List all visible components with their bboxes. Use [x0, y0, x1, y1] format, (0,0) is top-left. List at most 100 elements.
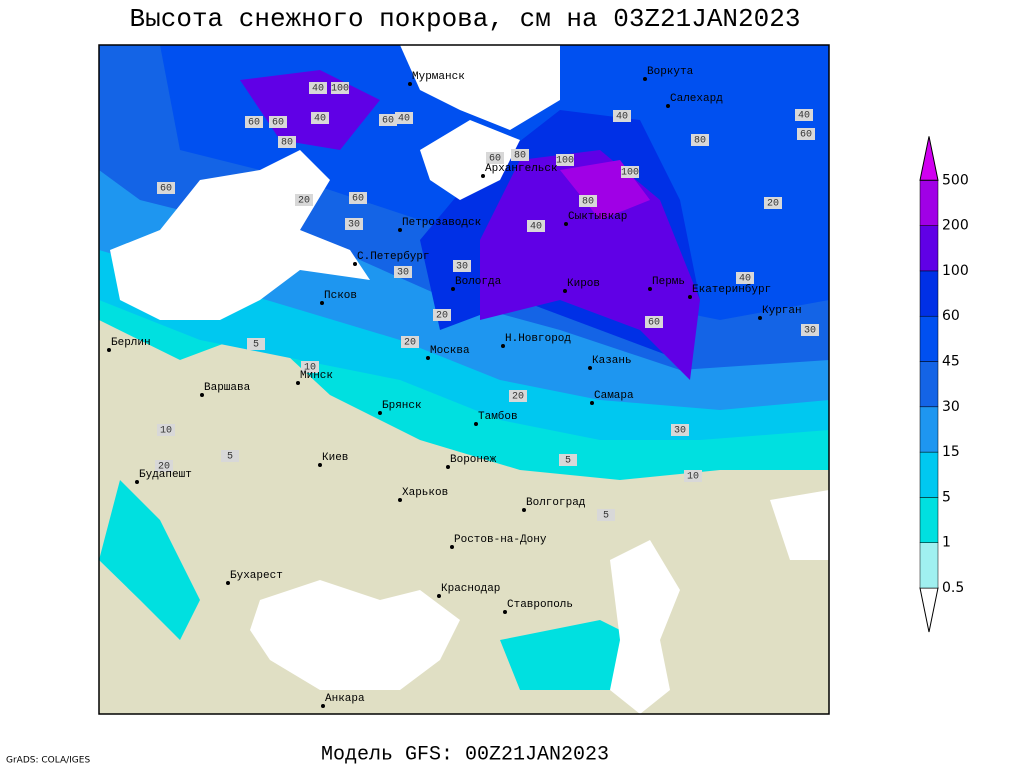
city-dot	[688, 295, 692, 299]
city-dot	[474, 422, 478, 426]
contour-label-box	[311, 112, 329, 124]
city-label: Мурманск	[412, 71, 465, 83]
contour-label-box	[394, 266, 412, 278]
contour-label: 80	[281, 138, 293, 149]
contour-label-box	[349, 192, 367, 204]
contour-label: 20	[436, 311, 448, 322]
contour-label-box	[764, 197, 782, 209]
city-dot	[437, 594, 441, 598]
contour-label: 60	[382, 116, 394, 127]
city-dot	[320, 301, 324, 305]
contour-label-box	[157, 182, 175, 194]
city-label: Москва	[430, 345, 470, 357]
city-label: Воронеж	[450, 454, 497, 466]
city-label: Варшава	[204, 382, 251, 394]
city-dot	[590, 401, 594, 405]
city-dot	[378, 411, 382, 415]
city-label: Екатеринбург	[692, 283, 771, 296]
city-label: Брянск	[382, 400, 422, 412]
city-label: Будапешт	[139, 469, 192, 481]
city-label: Самара	[594, 390, 634, 402]
city-label: Воркута	[647, 66, 694, 78]
legend-segment	[919, 451, 939, 498]
city-dot	[564, 222, 568, 226]
contour-label-box	[559, 454, 577, 466]
contour-label-box	[155, 460, 173, 472]
legend-segment	[919, 542, 939, 589]
contour-label-box	[736, 272, 754, 284]
contour-label: 40	[739, 274, 751, 285]
contour-label: 100	[621, 168, 639, 179]
city-dot	[200, 393, 204, 397]
city-dot	[648, 287, 652, 291]
contour-label-box	[556, 154, 574, 166]
contour-label: 60	[248, 118, 260, 129]
city-dot	[353, 262, 357, 266]
legend-segment	[919, 180, 939, 226]
contour-label-box	[278, 136, 296, 148]
legend-below	[919, 587, 939, 633]
contour-label-box	[433, 309, 451, 321]
city-dot	[446, 465, 450, 469]
legend-above	[919, 136, 939, 181]
city-label: Ростов-на-Дону	[454, 534, 547, 546]
contour-label-box	[453, 260, 471, 272]
legend-label: 200	[942, 218, 969, 234]
city-label: Курган	[762, 305, 802, 317]
city-dot	[666, 104, 670, 108]
city-dot	[318, 463, 322, 467]
contour-label: 60	[160, 184, 172, 195]
contour-label: 5	[227, 452, 233, 463]
contour-label: 80	[694, 136, 706, 147]
legend-label: 100	[942, 263, 969, 279]
contour-label: 30	[456, 262, 468, 273]
contour-label-box	[245, 116, 263, 128]
city-dot	[135, 480, 139, 484]
city-label: Н.Новгород	[505, 333, 571, 345]
contour-label: 80	[582, 197, 594, 208]
legend-segment	[919, 315, 939, 362]
contour-label: 60	[648, 318, 660, 329]
contour-label-box	[671, 424, 689, 436]
contour-label-box	[801, 324, 819, 336]
city-dot	[398, 498, 402, 502]
city-dot	[107, 348, 111, 352]
city-label: С.Петербург	[357, 250, 430, 263]
contour-label: 40	[314, 114, 326, 125]
contour-label: 30	[348, 220, 360, 231]
city-label: Петрозаводск	[402, 217, 481, 229]
city-label: Минск	[300, 370, 333, 382]
legend-segment	[919, 406, 939, 453]
contour-label-box	[401, 336, 419, 348]
contour-label-box	[797, 128, 815, 140]
city-dot	[758, 316, 762, 320]
city-label: Волгоград	[526, 497, 586, 509]
contour-label: 60	[800, 130, 812, 141]
legend-label: 15	[942, 444, 960, 460]
contour-label: 40	[530, 222, 542, 233]
city-dot	[451, 287, 455, 291]
city-dot	[408, 82, 412, 86]
contour-label-box	[345, 218, 363, 230]
contour-label: 80	[514, 151, 526, 162]
legend-segment	[919, 497, 939, 543]
legend-label: 45	[942, 354, 960, 370]
city-label: Вологда	[455, 276, 502, 288]
legend-label: 5	[942, 489, 951, 505]
contour-label-box	[309, 82, 327, 94]
legend-label: 60	[942, 308, 960, 324]
legend-label: 30	[942, 399, 960, 415]
contour-label: 60	[489, 154, 501, 165]
contour-label: 5	[565, 456, 571, 467]
legend-segment	[919, 270, 939, 317]
contour-label-box	[527, 220, 545, 232]
contour-label-box	[301, 361, 319, 373]
city-label: Сыктывкар	[568, 211, 627, 223]
contour-label-box	[331, 82, 349, 94]
contour-label: 20	[512, 392, 524, 403]
contour-label: 40	[312, 84, 324, 95]
contour-label-box	[795, 109, 813, 121]
contour-label: 10	[304, 363, 316, 374]
contour-label: 10	[160, 426, 172, 437]
